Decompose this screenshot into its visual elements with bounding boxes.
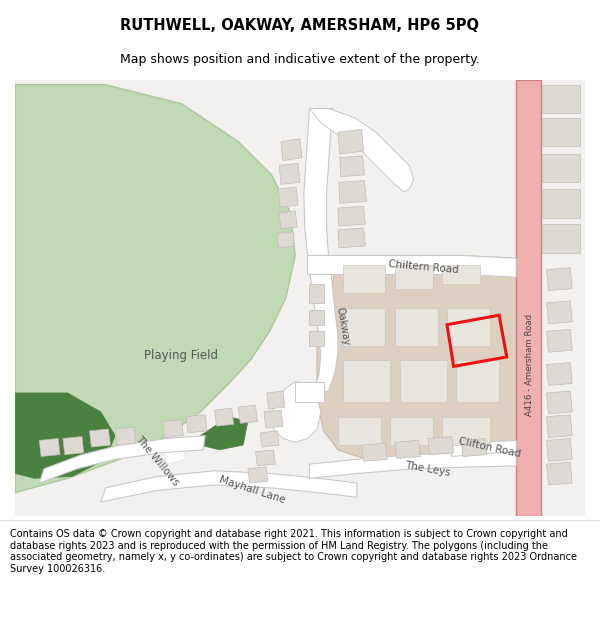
Polygon shape — [395, 265, 433, 289]
Text: Chiltern Road: Chiltern Road — [388, 259, 459, 275]
Text: Clifton Road: Clifton Road — [458, 436, 522, 459]
Polygon shape — [338, 129, 364, 154]
Polygon shape — [547, 439, 572, 461]
Polygon shape — [304, 109, 338, 393]
Polygon shape — [16, 80, 584, 516]
Polygon shape — [63, 437, 84, 454]
Text: The Willows: The Willows — [134, 434, 181, 488]
Polygon shape — [39, 439, 60, 456]
Polygon shape — [279, 211, 297, 229]
Polygon shape — [547, 415, 572, 437]
Polygon shape — [442, 265, 480, 284]
Text: The Leys: The Leys — [404, 460, 452, 478]
Polygon shape — [115, 427, 136, 445]
Text: Oakway: Oakway — [334, 306, 351, 347]
Polygon shape — [279, 164, 300, 184]
Polygon shape — [516, 80, 541, 516]
Polygon shape — [395, 441, 421, 458]
Polygon shape — [310, 452, 516, 478]
Polygon shape — [428, 437, 454, 454]
Polygon shape — [310, 331, 324, 346]
Polygon shape — [395, 308, 437, 346]
Polygon shape — [163, 445, 186, 464]
Polygon shape — [310, 284, 324, 303]
Polygon shape — [89, 429, 110, 447]
Polygon shape — [338, 417, 380, 445]
Polygon shape — [390, 417, 433, 445]
Polygon shape — [542, 189, 580, 218]
Polygon shape — [547, 462, 572, 485]
Polygon shape — [317, 256, 516, 461]
Polygon shape — [338, 228, 365, 248]
Polygon shape — [547, 391, 572, 414]
Polygon shape — [310, 309, 324, 324]
Text: RUTHWELL, OAKWAY, AMERSHAM, HP6 5PQ: RUTHWELL, OAKWAY, AMERSHAM, HP6 5PQ — [121, 18, 479, 33]
Polygon shape — [340, 156, 364, 177]
Polygon shape — [542, 224, 580, 253]
Polygon shape — [343, 360, 390, 403]
Polygon shape — [272, 382, 321, 442]
Polygon shape — [163, 419, 184, 437]
Polygon shape — [547, 301, 572, 324]
Polygon shape — [267, 391, 285, 409]
Polygon shape — [547, 362, 572, 386]
Polygon shape — [542, 154, 580, 182]
Polygon shape — [101, 471, 357, 502]
Text: A416 - Amersham Road: A416 - Amersham Road — [525, 314, 534, 416]
Polygon shape — [400, 360, 447, 403]
Polygon shape — [343, 308, 385, 346]
Polygon shape — [278, 187, 298, 207]
Polygon shape — [256, 450, 275, 466]
Polygon shape — [447, 308, 490, 346]
Polygon shape — [547, 329, 572, 352]
Polygon shape — [310, 109, 414, 192]
Polygon shape — [39, 436, 205, 483]
Text: Contains OS data © Crown copyright and database right 2021. This information is : Contains OS data © Crown copyright and d… — [10, 529, 577, 574]
Text: Playing Field: Playing Field — [145, 349, 218, 361]
Polygon shape — [200, 417, 248, 450]
Polygon shape — [308, 256, 516, 278]
Polygon shape — [295, 382, 324, 402]
Polygon shape — [343, 265, 385, 293]
Polygon shape — [338, 206, 365, 226]
Text: Map shows position and indicative extent of the property.: Map shows position and indicative extent… — [120, 54, 480, 66]
Polygon shape — [215, 408, 233, 426]
Polygon shape — [442, 417, 490, 445]
Polygon shape — [264, 410, 283, 428]
Text: Mayhall Lane: Mayhall Lane — [218, 474, 287, 505]
Polygon shape — [186, 415, 207, 432]
Polygon shape — [339, 181, 367, 203]
Polygon shape — [542, 85, 580, 113]
Polygon shape — [260, 431, 279, 447]
Polygon shape — [238, 405, 257, 423]
Polygon shape — [16, 393, 115, 478]
Polygon shape — [277, 232, 295, 248]
Polygon shape — [547, 268, 572, 291]
Polygon shape — [281, 139, 302, 161]
Polygon shape — [542, 118, 580, 146]
Polygon shape — [457, 360, 499, 403]
Polygon shape — [16, 85, 295, 492]
Polygon shape — [452, 441, 516, 456]
Polygon shape — [362, 443, 387, 461]
Polygon shape — [461, 439, 487, 456]
Polygon shape — [248, 467, 268, 483]
